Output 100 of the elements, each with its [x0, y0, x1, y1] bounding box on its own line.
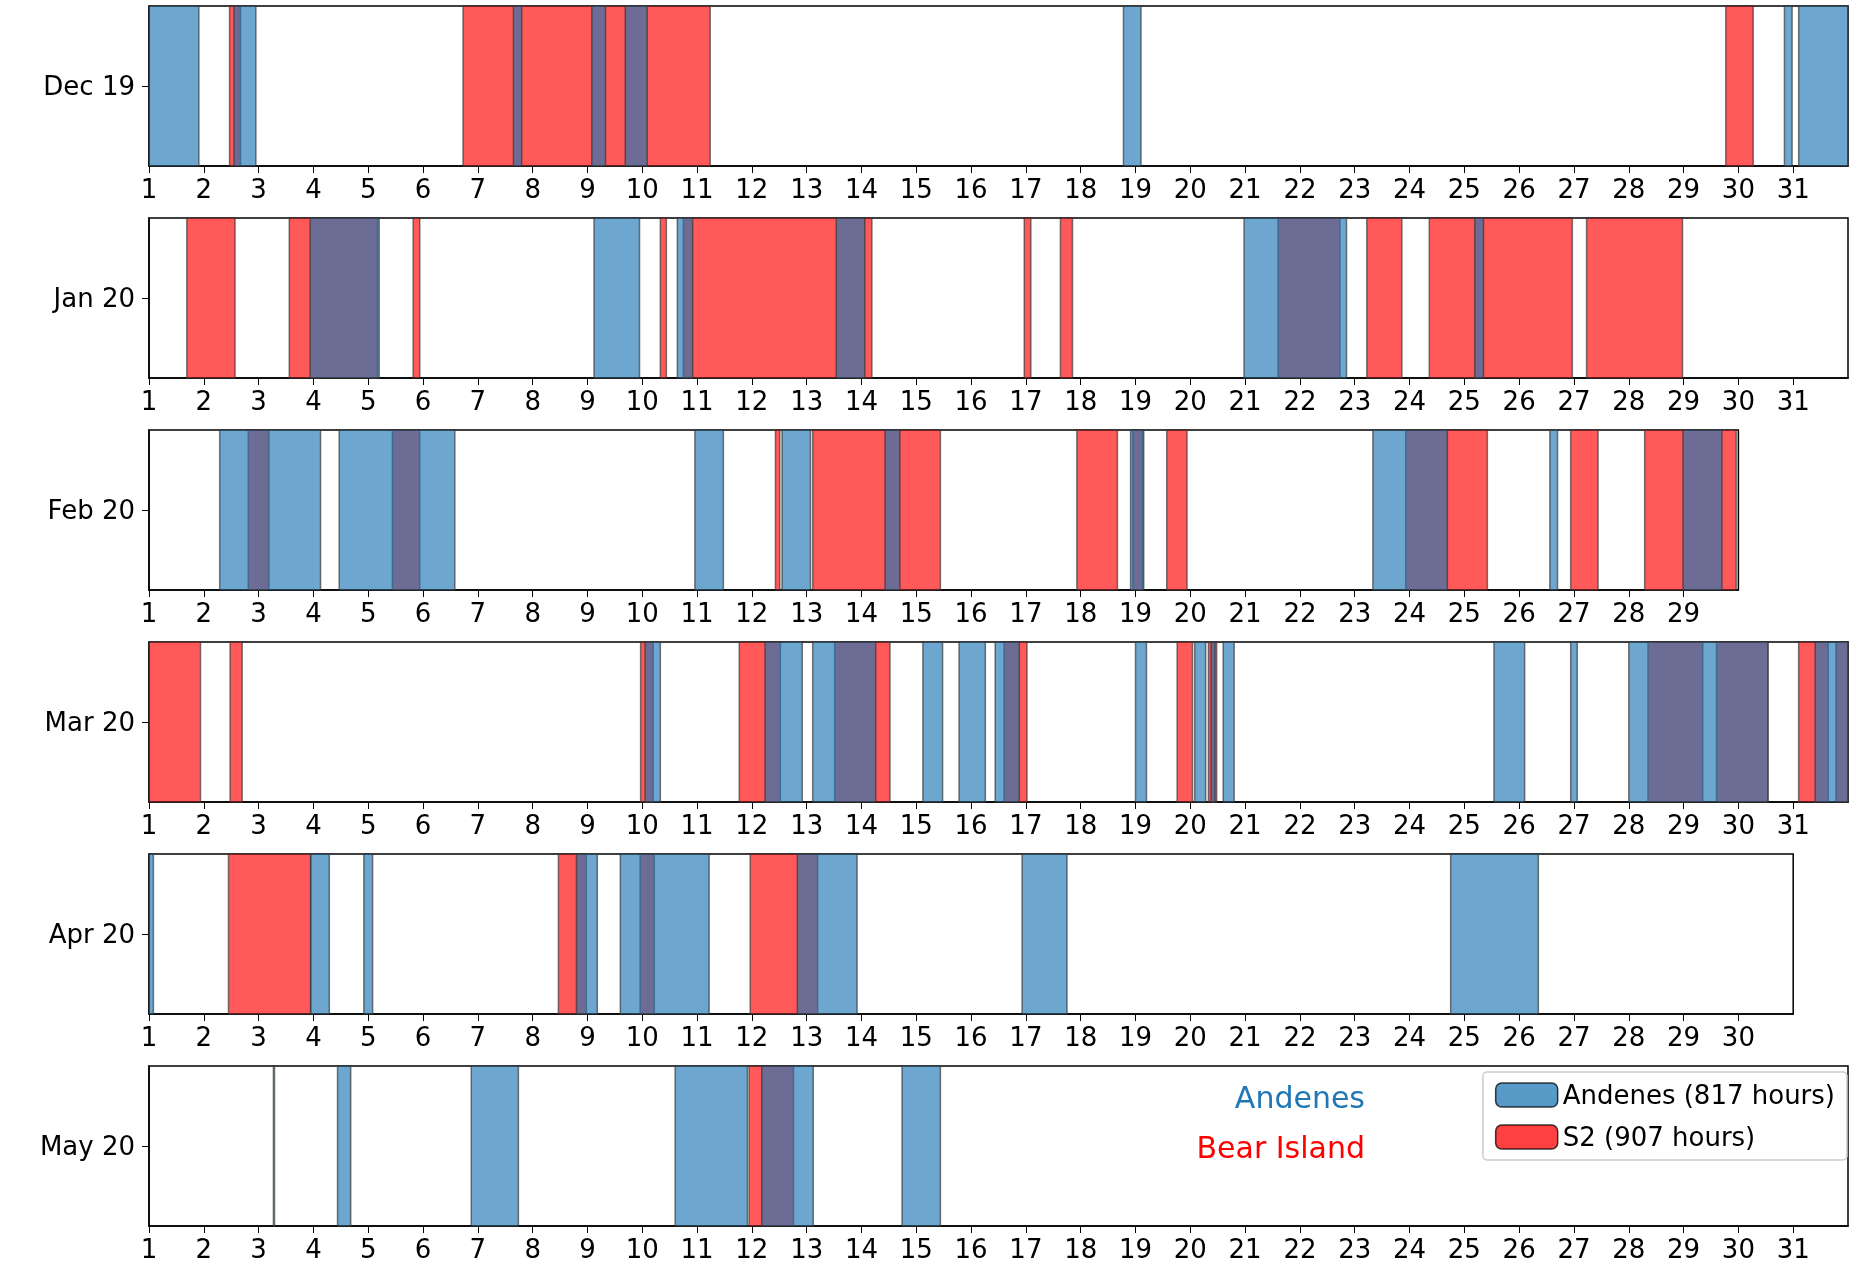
bar	[659, 217, 668, 379]
x-tick-label: 16	[954, 1022, 988, 1052]
x-tick-label: 12	[735, 1234, 769, 1264]
bar	[1076, 429, 1119, 591]
y-tick-label: Feb 20	[47, 495, 135, 525]
bar	[644, 641, 662, 803]
x-tick-label: 21	[1228, 598, 1262, 628]
x-tick-label: 10	[625, 386, 659, 416]
x-tick-label: 11	[680, 598, 714, 628]
x-tick-label: 23	[1338, 810, 1372, 840]
x-tick-label: 11	[680, 174, 714, 204]
x-tick-label: 16	[954, 174, 988, 204]
x-tick-label: 21	[1228, 386, 1262, 416]
x-tick-label: 17	[1009, 386, 1043, 416]
x-tick-label: 23	[1338, 598, 1372, 628]
x-tick-label: 14	[844, 598, 879, 628]
x-tick-label: 16	[954, 386, 988, 416]
x-tick-label: 4	[305, 1234, 322, 1264]
bar	[760, 1065, 814, 1227]
bar	[994, 641, 1021, 803]
x-tick-label: 10	[625, 1234, 659, 1264]
x-tick-label: 11	[680, 810, 714, 840]
bar	[694, 429, 725, 591]
x-tick-label: 13	[790, 598, 824, 628]
bar	[1021, 853, 1068, 1015]
bar	[1569, 429, 1599, 591]
x-tick-label: 13	[790, 1022, 824, 1052]
x-tick-label: 7	[469, 598, 487, 628]
x-tick-label: 31	[1776, 1234, 1810, 1264]
x-tick-label: 6	[414, 598, 432, 628]
x-tick-label: 23	[1338, 1022, 1372, 1052]
bar	[227, 853, 312, 1015]
x-tick-label: 25	[1447, 1234, 1481, 1264]
x-tick-label: 21	[1228, 1234, 1262, 1264]
x-tick-label: 25	[1447, 598, 1481, 628]
x-tick-label: 1	[140, 1022, 158, 1052]
x-tick-label: 16	[954, 598, 988, 628]
x-tick-label: 15	[899, 1234, 933, 1264]
x-tick-label: 1	[140, 810, 158, 840]
bar	[811, 429, 942, 591]
x-tick-label: 29	[1667, 810, 1701, 840]
x-tick-label: 28	[1612, 386, 1646, 416]
x-tick-label: 22	[1283, 386, 1317, 416]
x-tick-label: 18	[1064, 174, 1098, 204]
x-tick-label: 20	[1173, 174, 1207, 204]
x-tick-label: 29	[1667, 386, 1701, 416]
x-tick-label: 29	[1667, 174, 1701, 204]
x-tick-label: 30	[1721, 174, 1755, 204]
x-tick-label: 30	[1721, 386, 1755, 416]
x-tick-label: 14	[844, 386, 879, 416]
x-tick-label: 15	[899, 1022, 933, 1052]
x-tick-label: 10	[625, 598, 659, 628]
x-tick-label: 15	[899, 598, 933, 628]
x-tick-label: 17	[1009, 174, 1043, 204]
x-tick-label: 6	[414, 386, 432, 416]
bar	[363, 853, 374, 1015]
bar	[186, 217, 236, 379]
x-tick-label: 21	[1228, 810, 1262, 840]
x-tick-label: 14	[844, 810, 879, 840]
x-tick-label: 2	[195, 174, 213, 204]
bar	[884, 429, 901, 591]
x-tick-label: 2	[195, 386, 213, 416]
x-tick-label: 1	[140, 598, 158, 628]
x-tick-label: 8	[524, 386, 541, 416]
y-tick-label: Dec 19	[43, 71, 135, 101]
x-tick-label: 19	[1118, 1234, 1153, 1264]
x-tick-label: 9	[579, 810, 596, 840]
bar	[835, 217, 866, 379]
x-tick-label: 3	[250, 174, 267, 204]
x-tick-label: 30	[1721, 810, 1755, 840]
legend-label: Andenes (817 hours)	[1562, 1080, 1835, 1110]
x-tick-label: 1	[140, 174, 158, 204]
x-tick-label: 7	[469, 174, 487, 204]
x-tick-label: 29	[1667, 1022, 1701, 1052]
x-tick-label: 23	[1338, 174, 1372, 204]
bar	[1493, 641, 1526, 803]
bar	[1134, 641, 1148, 803]
x-tick-label: 22	[1283, 1022, 1317, 1052]
x-tick-label: 18	[1064, 1022, 1098, 1052]
x-tick-label: 16	[954, 810, 988, 840]
x-tick-label: 29	[1667, 598, 1701, 628]
x-tick-label: 10	[625, 810, 659, 840]
x-tick-label: 12	[735, 598, 769, 628]
x-tick-label: 25	[1447, 386, 1481, 416]
x-tick-label: 7	[469, 386, 487, 416]
x-tick-label: 1	[140, 1234, 158, 1264]
bar	[619, 853, 710, 1015]
bar	[764, 641, 804, 803]
bar	[1682, 429, 1723, 591]
bar	[811, 641, 877, 803]
x-tick-label: 24	[1393, 810, 1427, 840]
bar	[1585, 217, 1684, 379]
bar	[1366, 217, 1403, 379]
x-tick-label: 9	[579, 1234, 596, 1264]
x-tick-label: 22	[1283, 1234, 1317, 1264]
x-tick-label: 13	[790, 810, 824, 840]
x-tick-label: 23	[1338, 386, 1372, 416]
legend-label: S2 (907 hours)	[1562, 1122, 1756, 1152]
x-tick-label: 26	[1502, 1234, 1536, 1264]
x-tick-label: 18	[1064, 1234, 1098, 1264]
